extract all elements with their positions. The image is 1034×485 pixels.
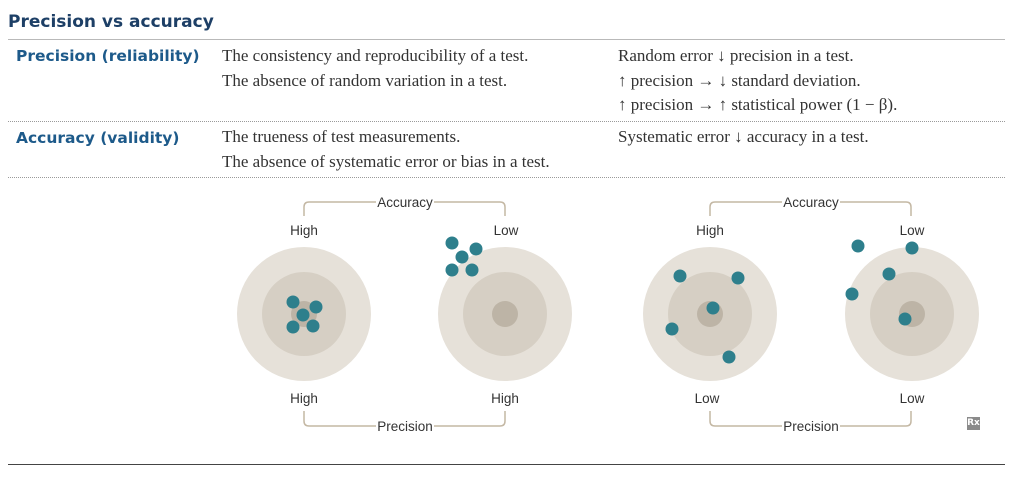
precision-row-heading: Precision (reliability) bbox=[16, 47, 200, 65]
precision-notes: Random error ↓ precision in a test. ↑ pr… bbox=[618, 44, 897, 118]
shot-dot bbox=[309, 300, 323, 314]
title-divider bbox=[8, 39, 1005, 40]
shot-dot bbox=[851, 239, 865, 253]
accuracy-bracket bbox=[709, 201, 782, 216]
shot-dot bbox=[296, 308, 310, 322]
accuracy-bracket bbox=[303, 201, 376, 216]
shot-dot bbox=[706, 301, 720, 315]
precision-label: Precision bbox=[377, 419, 433, 434]
shot-dot bbox=[445, 263, 459, 277]
shot-dot bbox=[882, 267, 896, 281]
shot-dot bbox=[905, 241, 919, 255]
precision-bracket bbox=[303, 411, 376, 427]
target-bullseye bbox=[492, 301, 518, 327]
accuracy-label: Accuracy bbox=[377, 195, 433, 210]
shot-dot bbox=[455, 250, 469, 264]
accuracy-level-label: High bbox=[290, 223, 318, 238]
accuracy-row-heading: Accuracy (validity) bbox=[16, 129, 180, 147]
shot-dot bbox=[286, 295, 300, 309]
targets-layer bbox=[237, 236, 979, 381]
row-divider bbox=[8, 177, 1005, 178]
precision-bracket bbox=[434, 411, 506, 427]
accuracy-definition-line: The trueness of test measurements. bbox=[222, 127, 461, 146]
shot-dot bbox=[286, 320, 300, 334]
precision-label: Precision bbox=[783, 419, 839, 434]
shot-dot bbox=[898, 312, 912, 326]
bottom-rule bbox=[8, 464, 1005, 465]
precision-note-line: ↑ precision → ↑ statistical power (1 − β… bbox=[618, 95, 898, 114]
accuracy-level-label: High bbox=[696, 223, 724, 238]
precision-level-label: Low bbox=[900, 391, 925, 406]
page-title: Precision vs accuracy bbox=[8, 12, 214, 32]
shot-dot bbox=[469, 242, 483, 256]
accuracy-label: Accuracy bbox=[783, 195, 839, 210]
shot-dot bbox=[722, 350, 736, 364]
precision-definition-line: The consistency and reproducibility of a… bbox=[222, 46, 529, 65]
precision-note-line: ↑ precision → ↓ standard deviation. bbox=[618, 70, 861, 90]
precision-level-label: Low bbox=[695, 391, 720, 406]
accuracy-definitions: The trueness of test measurements. The a… bbox=[222, 125, 550, 174]
accuracy-level-label: Low bbox=[900, 223, 925, 238]
shot-dot bbox=[445, 236, 459, 250]
row-divider bbox=[8, 121, 1005, 122]
shot-dot bbox=[306, 319, 320, 333]
precision-level-label: High bbox=[491, 391, 519, 406]
accuracy-bracket bbox=[840, 201, 912, 216]
shot-dot bbox=[845, 287, 859, 301]
publisher-logo: Rx bbox=[967, 417, 980, 430]
precision-bracket bbox=[709, 411, 782, 427]
accuracy-level-label: Low bbox=[494, 223, 519, 238]
precision-definition-line: The absence of random variation in a tes… bbox=[222, 70, 508, 90]
accuracy-notes: Systematic error ↓ accuracy in a test. bbox=[618, 125, 869, 150]
accuracy-note-line: Systematic error ↓ accuracy in a test. bbox=[618, 127, 869, 146]
accuracy-bracket bbox=[434, 201, 506, 216]
shot-dot bbox=[673, 269, 687, 283]
shot-dot bbox=[465, 263, 479, 277]
shot-dot bbox=[665, 322, 679, 336]
shot-dot bbox=[731, 271, 745, 285]
precision-level-label: High bbox=[290, 391, 318, 406]
precision-note-line: Random error ↓ precision in a test. bbox=[618, 46, 854, 65]
precision-bracket bbox=[840, 411, 912, 427]
precision-definitions: The consistency and reproducibility of a… bbox=[222, 44, 528, 93]
accuracy-definition-line: The absence of systematic error or bias … bbox=[222, 151, 550, 171]
